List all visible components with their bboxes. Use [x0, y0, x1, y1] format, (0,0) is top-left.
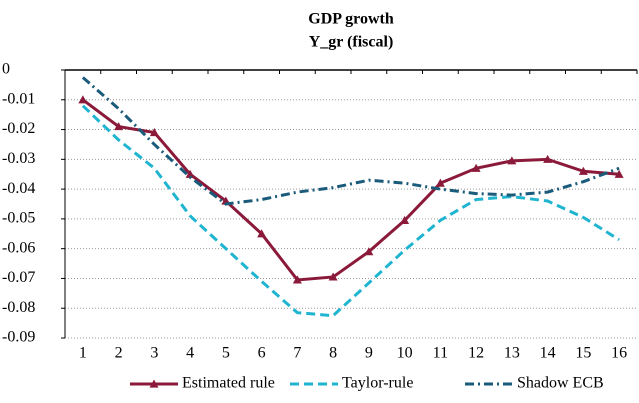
x-tick-label: 13	[504, 345, 520, 362]
y-tick-label: -0.06	[2, 239, 35, 256]
x-tick-label: 5	[222, 345, 230, 362]
series-marker	[543, 154, 553, 163]
y-tick-label: -0.09	[2, 329, 35, 346]
legend-marker	[149, 379, 159, 388]
y-tick-label: -0.08	[2, 299, 35, 316]
x-tick-label: 8	[329, 345, 337, 362]
series-marker	[292, 275, 302, 284]
series-marker	[364, 247, 374, 256]
series-line	[81, 98, 620, 282]
x-tick-label: 3	[150, 345, 158, 362]
x-tick-label: 12	[468, 345, 484, 362]
series-line	[81, 76, 620, 206]
series-marker	[328, 272, 338, 281]
x-tick-label: 16	[611, 345, 627, 362]
series-marker	[114, 122, 124, 131]
series-marker	[400, 215, 410, 224]
x-tick-label: 6	[258, 345, 266, 362]
series-marker	[471, 163, 481, 172]
legend-label: Estimated rule	[182, 375, 275, 392]
series-line	[81, 104, 620, 318]
x-tick-label: 4	[186, 345, 194, 362]
x-tick-label: 1	[79, 345, 87, 362]
y-tick-label: 0	[2, 61, 10, 78]
series-marker	[257, 229, 267, 238]
x-tick-label: 9	[365, 345, 373, 362]
x-tick-label: 2	[115, 345, 123, 362]
chart-title: GDP growth	[308, 11, 394, 28]
y-tick-label: -0.07	[2, 269, 35, 286]
x-tick-label: 15	[575, 345, 591, 362]
x-tick-label: 7	[293, 345, 301, 362]
legend-label: Taylor-rule	[342, 375, 413, 392]
x-tick-label: 10	[397, 345, 413, 362]
y-tick-label: -0.01	[2, 90, 35, 107]
chart-subtitle: Y_gr (fiscal)	[309, 34, 394, 51]
series-marker	[435, 178, 445, 187]
series-marker	[78, 95, 88, 104]
legend-label: Shadow ECB	[517, 375, 604, 392]
y-tick-label: -0.04	[2, 180, 35, 197]
y-tick-label: -0.05	[2, 210, 35, 227]
y-tick-label: -0.02	[2, 120, 35, 137]
series-marker	[614, 169, 624, 178]
series-marker	[185, 169, 195, 178]
x-tick-label: 14	[540, 345, 556, 362]
y-tick-label: -0.03	[2, 150, 35, 167]
x-tick-label: 11	[433, 345, 448, 362]
series-marker	[149, 128, 159, 137]
series-marker	[578, 166, 588, 175]
series-marker	[507, 156, 517, 165]
